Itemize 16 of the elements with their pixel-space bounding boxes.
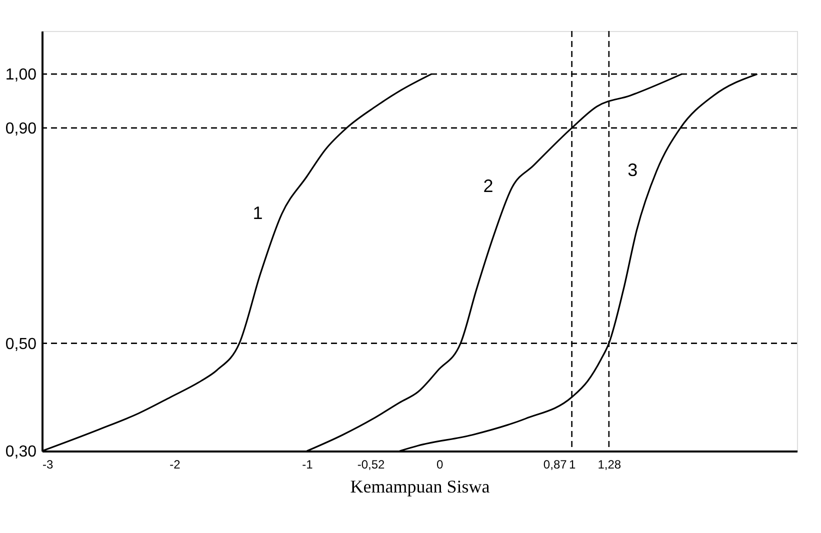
y-tick-label: 0,90 [5,120,37,138]
x-tick-label: 1,28 [598,458,622,472]
series-label: 1 [252,203,263,224]
x-tick-label: -1 [302,458,314,472]
y-tick-label: 0,50 [5,336,37,353]
x-tick-label: 0,87 [543,458,568,472]
y-tick-label: 1,00 [5,66,37,84]
y-tick-label: 0,30 [5,444,37,460]
x-tick-label: -2 [170,458,181,472]
x-tick-label: 0 [436,458,444,472]
x-axis-title: Kemampuan Siswa [350,476,490,496]
x-tick-label: 1 [568,458,576,472]
series-label: 3 [628,160,638,180]
series-label: 2 [483,176,494,196]
x-tick-label: -3 [42,458,54,472]
x-tick-label: -0,52 [357,458,385,472]
